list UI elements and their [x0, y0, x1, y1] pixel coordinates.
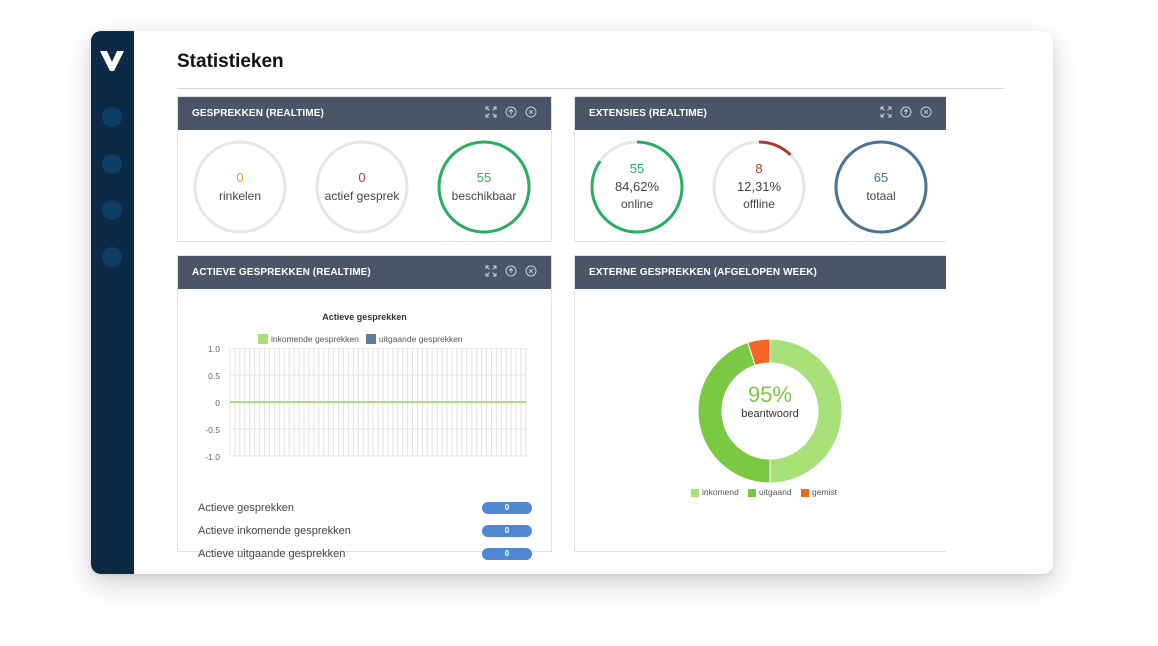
line-chart [229, 348, 527, 457]
ring-gauge-icon [315, 140, 409, 234]
panel-title: ACTIEVE GESPREKKEN (REALTIME) [192, 267, 371, 278]
stat-value: 0 [236, 170, 244, 185]
count-badge: 0 [482, 525, 532, 537]
stat-label: online [620, 197, 654, 211]
stat-value: 0 [358, 170, 366, 185]
legend-label: inkomende gesprekken [271, 334, 359, 344]
sidebar-item-1[interactable] [102, 107, 122, 127]
close-icon[interactable] [920, 106, 932, 118]
legend-item-uitgaande[interactable]: uitgaande gesprekken [366, 334, 463, 344]
row-label: Actieve inkomende gesprekken [198, 525, 351, 537]
legend-swatch [366, 334, 376, 344]
row-actieve-inkomende: Actieve inkomende gesprekken 0 [198, 525, 532, 539]
legend-item-inkomende[interactable]: inkomende gesprekken [258, 334, 359, 344]
panel-header: EXTERNE GESPREKKEN (AFGELOPEN WEEK) [575, 256, 946, 289]
legend-swatch [691, 489, 699, 497]
row-actieve-gesprekken: Actieve gesprekken 0 [198, 502, 532, 516]
panel-title: EXTENSIES (REALTIME) [589, 108, 707, 119]
stat-value: 8 [755, 161, 763, 176]
stat-label: rinkelen [218, 189, 262, 203]
panel-actieve-gesprekken: ACTIEVE GESPREKKEN (REALTIME) Actieve ge… [177, 255, 552, 560]
sidebar-item-4[interactable] [102, 247, 122, 267]
y-tick-label: -1.0 [205, 452, 220, 462]
stat-value: 55 [476, 170, 492, 185]
legend-label: gemist [812, 487, 838, 497]
panel-extensies: EXTENSIES (REALTIME) 55 84,62% online 8 … [574, 96, 946, 242]
stat-label: offline [743, 197, 775, 211]
stat-label: totaal [866, 189, 896, 203]
legend-label: uitgaand [759, 487, 792, 497]
panel-externe-gesprekken: EXTERNE GESPREKKEN (AFGELOPEN WEEK) 95% … [574, 255, 946, 552]
legend-label: uitgaande gesprekken [379, 334, 463, 344]
stat-rinkelen: 0 rinkelen [192, 139, 288, 235]
stat-beschikbaar: 55 beschikbaar [436, 139, 532, 235]
row-label: Actieve uitgaande gesprekken [198, 548, 346, 560]
legend-item-uitgaand[interactable]: uitgaand [748, 487, 792, 497]
sidebar-item-3[interactable] [102, 200, 122, 220]
stat-actief-gesprek: 0 actief gesprek [314, 139, 410, 235]
stat-label: actief gesprek [324, 189, 400, 203]
ring-gauge-icon [590, 140, 684, 234]
app-window: Statistieken GESPREKKEN (REALTIME) 0 rin… [91, 31, 1053, 574]
sidebar-item-2[interactable] [102, 154, 122, 174]
panel-header: EXTENSIES (REALTIME) [575, 97, 946, 130]
ring-gauge-icon [712, 140, 806, 234]
chart-title: Actieve gesprekken [322, 312, 407, 322]
collapse-icon[interactable] [900, 106, 912, 118]
expand-icon[interactable] [485, 265, 497, 277]
y-tick-label: -0.5 [205, 425, 220, 435]
legend-swatch [748, 489, 756, 497]
close-icon[interactable] [525, 106, 537, 118]
ring-gauge-icon [437, 140, 531, 234]
y-tick-label: 1.0 [208, 344, 220, 354]
stat-percent: 12,31% [736, 179, 782, 194]
stat-value: 65 [873, 170, 889, 185]
y-tick-label: 0 [215, 398, 220, 408]
legend-swatch [258, 334, 268, 344]
stat-label: beschikbaar [451, 189, 517, 203]
answered-label: beantwoord [741, 408, 799, 420]
legend-item-inkomend[interactable]: inkomend [691, 487, 739, 497]
ring-gauge-icon [834, 140, 928, 234]
logo-icon[interactable] [100, 51, 124, 71]
row-actieve-uitgaande: Actieve uitgaande gesprekken 0 [198, 548, 532, 562]
ring-gauge-icon [193, 140, 287, 234]
donut-center: 95% beantwoord [695, 382, 845, 432]
legend-swatch [801, 489, 809, 497]
title-divider [177, 88, 1005, 89]
stat-totaal: 65 totaal [833, 139, 929, 235]
collapse-icon[interactable] [505, 106, 517, 118]
donut-slice-uitgaand[interactable] [697, 341, 771, 484]
panel-header: ACTIEVE GESPREKKEN (REALTIME) [178, 256, 551, 289]
expand-icon[interactable] [880, 106, 892, 118]
donut-slice-gemist[interactable] [747, 338, 771, 366]
expand-icon[interactable] [485, 106, 497, 118]
panel-title: EXTERNE GESPREKKEN (AFGELOPEN WEEK) [589, 267, 817, 278]
count-badge: 0 [482, 502, 532, 514]
y-tick-label: 0.5 [208, 371, 220, 381]
panel-header: GESPREKKEN (REALTIME) [178, 97, 551, 130]
stat-online: 55 84,62% online [589, 139, 685, 235]
sidebar [91, 31, 134, 574]
row-label: Actieve gesprekken [198, 502, 294, 514]
stat-value: 55 [629, 161, 645, 176]
panel-title: GESPREKKEN (REALTIME) [192, 108, 324, 119]
count-badge: 0 [482, 548, 532, 560]
donut-chart [697, 338, 843, 484]
stat-percent: 84,62% [614, 179, 660, 194]
panel-gesprekken: GESPREKKEN (REALTIME) 0 rinkelen 0 actie… [177, 96, 552, 242]
donut-slice-inkomend[interactable] [769, 338, 843, 484]
close-icon[interactable] [525, 265, 537, 277]
page-title: Statistieken [177, 51, 284, 72]
answered-percentage: 95% [747, 382, 793, 407]
legend-label: inkomend [702, 487, 739, 497]
stat-offline: 8 12,31% offline [711, 139, 807, 235]
legend-item-gemist[interactable]: gemist [801, 487, 837, 497]
collapse-icon[interactable] [505, 265, 517, 277]
